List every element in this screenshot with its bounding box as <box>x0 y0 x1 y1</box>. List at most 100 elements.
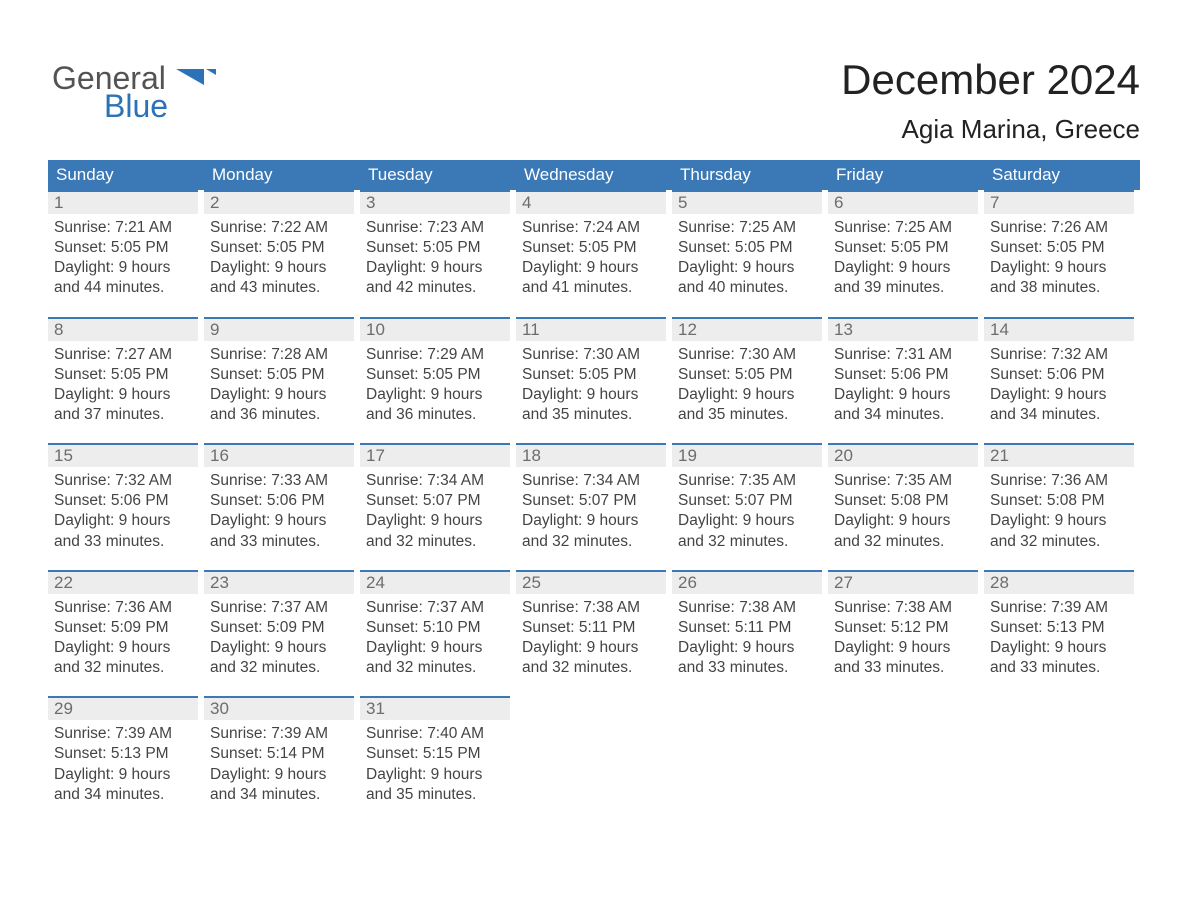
daylight-label: Daylight: <box>210 259 270 276</box>
daylight-minutes: 33 <box>1020 659 1037 676</box>
day-details: Sunrise: 7:30 AMSunset: 5:05 PMDaylight:… <box>672 341 822 426</box>
sunset-line: Sunset: 5:11 PM <box>678 618 822 638</box>
day-details: Sunrise: 7:31 AMSunset: 5:06 PMDaylight:… <box>828 341 978 426</box>
sunset-line: Sunset: 5:06 PM <box>210 491 354 511</box>
daylight-line-2: and 34 minutes. <box>990 405 1134 425</box>
daylight-line: Daylight: 9 hours <box>366 258 510 278</box>
calendar-day: 27Sunrise: 7:38 AMSunset: 5:12 PMDayligh… <box>828 570 984 679</box>
sunrise-label: Sunrise: <box>366 219 423 236</box>
sunrise-line: Sunrise: 7:34 AM <box>522 471 666 491</box>
sunset-value: 5:07 PM <box>735 492 793 509</box>
sunset-label: Sunset: <box>990 366 1043 383</box>
daylight-line-2: and 44 minutes. <box>54 278 198 298</box>
daylight-line: Daylight: 9 hours <box>366 765 510 785</box>
daylight-minutes: 32 <box>396 533 413 550</box>
day-number: 9 <box>204 317 354 341</box>
daylight-minutes: 43 <box>240 279 257 296</box>
daylight-line: Daylight: 9 hours <box>366 511 510 531</box>
daylight-minutes: 36 <box>240 406 257 423</box>
daylight-line: Daylight: 9 hours <box>834 385 978 405</box>
sunset-line: Sunset: 5:07 PM <box>522 491 666 511</box>
day-number: 23 <box>204 570 354 594</box>
sunset-label: Sunset: <box>990 492 1043 509</box>
daylight-minutes: 39 <box>864 279 881 296</box>
sunrise-label: Sunrise: <box>210 346 267 363</box>
sunset-label: Sunset: <box>834 366 887 383</box>
daylight-minutes: 37 <box>84 406 101 423</box>
daylight-line: Daylight: 9 hours <box>522 385 666 405</box>
sunrise-line: Sunrise: 7:40 AM <box>366 724 510 744</box>
daylight-label: Daylight: <box>990 639 1050 656</box>
daylight-hours: 9 <box>587 259 596 276</box>
calendar-week: 8Sunrise: 7:27 AMSunset: 5:05 PMDaylight… <box>48 317 1140 426</box>
sunset-label: Sunset: <box>366 492 419 509</box>
daylight-line: Daylight: 9 hours <box>210 765 354 785</box>
sunset-value: 5:06 PM <box>111 492 169 509</box>
sunrise-value: 7:39 AM <box>115 725 172 742</box>
sunrise-line: Sunrise: 7:39 AM <box>210 724 354 744</box>
sunset-line: Sunset: 5:06 PM <box>990 365 1134 385</box>
day-number: 22 <box>48 570 198 594</box>
sunrise-value: 7:34 AM <box>427 472 484 489</box>
title-block: December 2024 Agia Marina, Greece <box>841 56 1140 145</box>
daylight-minutes: 41 <box>552 279 569 296</box>
calendar-day: 13Sunrise: 7:31 AMSunset: 5:06 PMDayligh… <box>828 317 984 426</box>
sunset-label: Sunset: <box>210 239 263 256</box>
sunrise-line: Sunrise: 7:38 AM <box>522 598 666 618</box>
daylight-line-2: and 40 minutes. <box>678 278 822 298</box>
daylight-line: Daylight: 9 hours <box>366 638 510 658</box>
daylight-hours: 9 <box>119 766 128 783</box>
day-number: 29 <box>48 696 198 720</box>
day-details: Sunrise: 7:30 AMSunset: 5:05 PMDaylight:… <box>516 341 666 426</box>
sunrise-line: Sunrise: 7:37 AM <box>366 598 510 618</box>
sunset-value: 5:13 PM <box>1047 619 1105 636</box>
sunrise-value: 7:39 AM <box>1051 599 1108 616</box>
sunset-line: Sunset: 5:05 PM <box>990 238 1134 258</box>
daylight-line-2: and 32 minutes. <box>522 532 666 552</box>
sunset-label: Sunset: <box>522 366 575 383</box>
day-details: Sunrise: 7:32 AMSunset: 5:06 PMDaylight:… <box>984 341 1134 426</box>
daylight-hours: 9 <box>587 512 596 529</box>
daylight-label: Daylight: <box>678 259 738 276</box>
calendar-day: 7Sunrise: 7:26 AMSunset: 5:05 PMDaylight… <box>984 190 1140 299</box>
daylight-line: Daylight: 9 hours <box>522 511 666 531</box>
day-number: 10 <box>360 317 510 341</box>
sunrise-value: 7:40 AM <box>427 725 484 742</box>
sunset-label: Sunset: <box>54 366 107 383</box>
daylight-line: Daylight: 9 hours <box>54 258 198 278</box>
day-number: 21 <box>984 443 1134 467</box>
daylight-minutes: 32 <box>552 659 569 676</box>
sunrise-value: 7:30 AM <box>739 346 796 363</box>
day-number: 19 <box>672 443 822 467</box>
day-number: 2 <box>204 190 354 214</box>
sunrise-value: 7:24 AM <box>583 219 640 236</box>
daylight-line: Daylight: 9 hours <box>834 511 978 531</box>
sunrise-line: Sunrise: 7:29 AM <box>366 345 510 365</box>
day-details: Sunrise: 7:24 AMSunset: 5:05 PMDaylight:… <box>516 214 666 299</box>
sunset-line: Sunset: 5:09 PM <box>210 618 354 638</box>
daylight-label: Daylight: <box>366 259 426 276</box>
calendar-week: 1Sunrise: 7:21 AMSunset: 5:05 PMDaylight… <box>48 190 1140 299</box>
day-details: Sunrise: 7:25 AMSunset: 5:05 PMDaylight:… <box>672 214 822 299</box>
daylight-line-2: and 36 minutes. <box>366 405 510 425</box>
daylight-minutes: 36 <box>396 406 413 423</box>
sunrise-line: Sunrise: 7:22 AM <box>210 218 354 238</box>
daylight-line-2: and 32 minutes. <box>54 658 198 678</box>
day-number: 20 <box>828 443 978 467</box>
calendar-week: 22Sunrise: 7:36 AMSunset: 5:09 PMDayligh… <box>48 570 1140 679</box>
daylight-label: Daylight: <box>366 639 426 656</box>
sunset-line: Sunset: 5:13 PM <box>54 744 198 764</box>
day-details: Sunrise: 7:23 AMSunset: 5:05 PMDaylight:… <box>360 214 510 299</box>
day-details: Sunrise: 7:39 AMSunset: 5:14 PMDaylight:… <box>204 720 354 805</box>
sunrise-value: 7:23 AM <box>427 219 484 236</box>
sunrise-value: 7:29 AM <box>427 346 484 363</box>
sunset-label: Sunset: <box>54 239 107 256</box>
day-number: 24 <box>360 570 510 594</box>
daylight-hours: 9 <box>587 386 596 403</box>
sunrise-label: Sunrise: <box>366 725 423 742</box>
sunrise-value: 7:39 AM <box>271 725 328 742</box>
daylight-minutes: 40 <box>708 279 725 296</box>
sunrise-label: Sunrise: <box>990 472 1047 489</box>
sunset-line: Sunset: 5:05 PM <box>210 365 354 385</box>
sunset-line: Sunset: 5:05 PM <box>678 238 822 258</box>
